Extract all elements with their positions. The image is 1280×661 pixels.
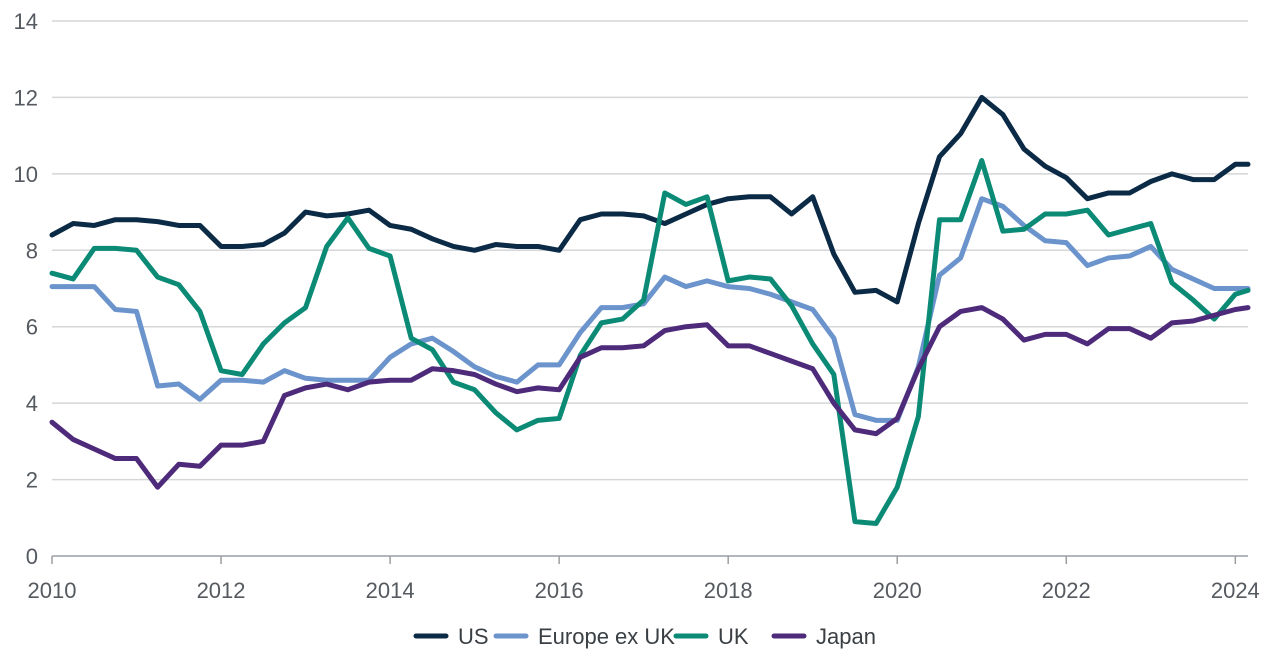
x-tick-label: 2022 [1042,578,1091,603]
legend-label: UK [718,624,749,649]
x-tick-label: 2018 [704,578,753,603]
series-line-europe-ex-uk [49,196,1251,423]
legend-label: Japan [816,624,876,649]
y-tick-label: 2 [26,468,38,493]
x-tick-label: 2014 [366,578,415,603]
gridlines [52,20,1248,481]
series-line-japan [49,305,1251,490]
x-tick-label: 2024 [1211,578,1260,603]
legend-item-europe-ex-uk[interactable]: Europe ex UK [493,624,675,649]
series-lines [49,94,1251,527]
y-tick-label: 14 [14,9,38,34]
series-line-us [49,94,1251,305]
series-line-uk [49,157,1251,527]
legend-label: Europe ex UK [538,624,675,649]
y-tick-label: 10 [14,162,38,187]
axes: 0 2 4 6 8 10 12 14 2010 2012 2014 2016 2018 2020 2022 2… [14,9,1260,603]
x-tick-label: 2010 [28,578,77,603]
x-tick-label: 2012 [197,578,246,603]
y-tick-label: 4 [26,391,38,416]
legend[interactable]: US Europe ex UK UK Japan [413,624,876,649]
x-tick-label: 2020 [873,578,922,603]
y-tick-label: 12 [14,85,38,110]
y-tick-label: 6 [26,315,38,340]
y-tick-label: 8 [26,238,38,263]
legend-label: US [458,624,489,649]
legend-item-uk[interactable]: UK [673,624,749,649]
x-tick-label: 2016 [535,578,584,603]
legend-item-japan[interactable]: Japan [771,624,876,649]
legend-item-us[interactable]: US [413,624,489,649]
y-tick-label: 0 [26,544,38,569]
